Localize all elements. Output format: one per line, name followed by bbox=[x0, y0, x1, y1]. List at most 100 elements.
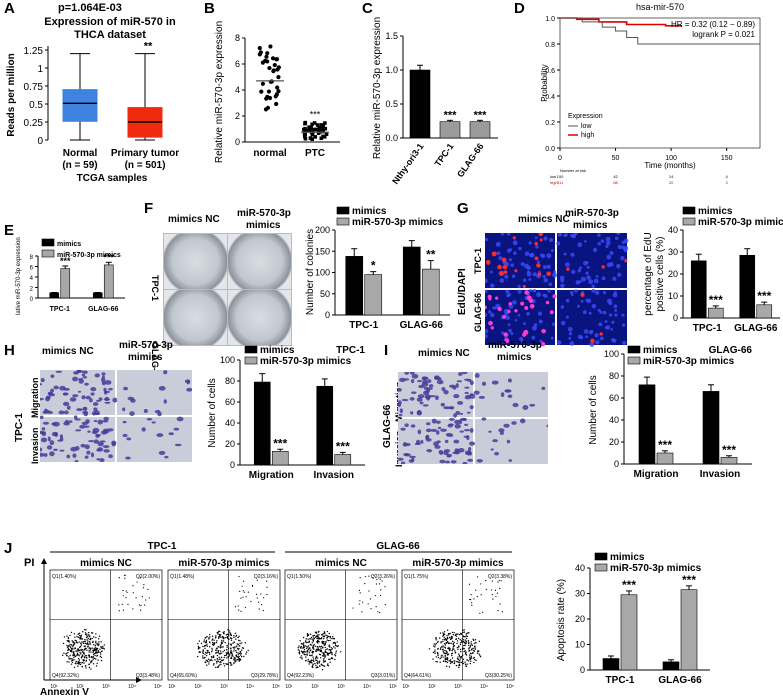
y-tick-label: 100 bbox=[315, 268, 330, 278]
nucleus-dot bbox=[588, 311, 592, 315]
event-dot bbox=[72, 659, 74, 662]
event-dot bbox=[88, 659, 91, 661]
arrow-head bbox=[41, 558, 47, 564]
event-dot bbox=[118, 610, 120, 612]
stained-cell bbox=[129, 411, 135, 416]
event-dot bbox=[326, 654, 328, 656]
event-dot bbox=[83, 659, 85, 661]
y-tick-label: 20 bbox=[575, 614, 585, 624]
event-dot bbox=[453, 660, 455, 662]
event-dot bbox=[217, 665, 220, 667]
event-dot bbox=[315, 632, 318, 634]
nucleus-dot bbox=[571, 269, 576, 274]
quadrant-label: Q4(65.60%) bbox=[170, 673, 197, 679]
event-dot bbox=[496, 592, 498, 594]
nucleus-dot bbox=[504, 274, 509, 279]
event-dot bbox=[358, 589, 361, 592]
event-dot bbox=[94, 644, 97, 647]
event-dot bbox=[100, 653, 102, 655]
stained-cell bbox=[469, 441, 476, 446]
event-dot bbox=[327, 653, 329, 655]
data-point bbox=[276, 75, 281, 80]
event-dot bbox=[241, 647, 244, 649]
event-dot bbox=[467, 660, 470, 662]
edu-positive-dot bbox=[485, 260, 491, 265]
bar bbox=[638, 384, 656, 465]
event-dot bbox=[240, 655, 243, 658]
bar bbox=[620, 594, 638, 671]
event-dot bbox=[260, 604, 263, 606]
event-dot bbox=[434, 650, 436, 653]
event-dot bbox=[222, 636, 224, 639]
nucleus-dot bbox=[485, 333, 488, 339]
event-dot bbox=[460, 661, 462, 663]
y-tick-label: 80 bbox=[225, 376, 235, 386]
nucleus-dot bbox=[529, 252, 535, 258]
event-dot bbox=[440, 655, 442, 657]
event-dot bbox=[317, 648, 319, 650]
event-dot bbox=[327, 663, 329, 665]
stained-cell bbox=[130, 398, 136, 403]
event-dot bbox=[460, 639, 463, 642]
quadrant-label: Q1(1.48%) bbox=[170, 574, 195, 580]
nucleus-dot bbox=[597, 308, 601, 313]
event-dot bbox=[318, 641, 320, 643]
event-dot bbox=[306, 647, 308, 650]
event-dot bbox=[326, 635, 329, 637]
event-dot bbox=[434, 649, 436, 651]
event-dot bbox=[216, 657, 218, 660]
nucleus-dot bbox=[616, 264, 621, 269]
event-dot bbox=[62, 642, 65, 645]
event-dot bbox=[220, 652, 223, 654]
significance-mark: *** bbox=[658, 438, 672, 452]
event-dot bbox=[228, 630, 230, 632]
event-dot bbox=[100, 650, 103, 653]
event-dot bbox=[237, 648, 240, 651]
nucleus-dot bbox=[577, 304, 580, 308]
edu-positive-dot bbox=[497, 264, 502, 270]
nucleus-dot bbox=[542, 265, 547, 270]
row-label: Migration bbox=[30, 377, 40, 419]
flow-plot-frame bbox=[167, 569, 281, 681]
stained-cell bbox=[96, 399, 101, 402]
stained-cell bbox=[82, 410, 89, 414]
edu-positive-dot bbox=[507, 309, 511, 314]
event-dot bbox=[70, 646, 72, 649]
event-dot bbox=[263, 597, 265, 599]
event-dot bbox=[244, 642, 247, 644]
transwell-images bbox=[398, 372, 548, 464]
stained-cell bbox=[123, 386, 129, 391]
event-dot bbox=[202, 649, 204, 651]
event-dot bbox=[330, 646, 332, 649]
category-label: TPC-1 bbox=[50, 306, 70, 313]
survival-line-high bbox=[560, 17, 683, 27]
nucleus-dot bbox=[532, 289, 536, 293]
event-dot bbox=[303, 642, 305, 644]
quadrant-label: Q2(3.38%) bbox=[488, 574, 513, 580]
event-dot bbox=[80, 634, 83, 637]
stained-cell bbox=[100, 377, 106, 383]
event-dot bbox=[371, 577, 374, 579]
stained-cell bbox=[416, 397, 423, 402]
event-dot bbox=[466, 663, 468, 665]
nucleus-dot bbox=[508, 328, 512, 333]
event-dot bbox=[327, 639, 330, 642]
event-dot bbox=[455, 633, 457, 635]
stained-cell bbox=[50, 388, 55, 393]
event-dot bbox=[451, 654, 453, 657]
nucleus-dot bbox=[517, 313, 521, 317]
event-dot bbox=[197, 642, 199, 645]
event-dot bbox=[322, 637, 325, 640]
stained-cell bbox=[469, 393, 477, 399]
stained-cell bbox=[398, 388, 402, 392]
event-dot bbox=[300, 643, 303, 645]
y-axis-label: percentage of EdU bbox=[643, 232, 654, 315]
data-point bbox=[321, 134, 325, 139]
risk-row-label: high bbox=[550, 180, 558, 185]
event-dot bbox=[143, 584, 145, 586]
bar bbox=[720, 457, 738, 465]
stained-cell bbox=[399, 408, 403, 414]
panel-letter: C bbox=[362, 0, 373, 17]
axis-tick-label: 10³ bbox=[220, 684, 228, 690]
panel-b: B 0 2 4 6 8 Relative miR-570-3p expression nor… bbox=[200, 0, 350, 175]
